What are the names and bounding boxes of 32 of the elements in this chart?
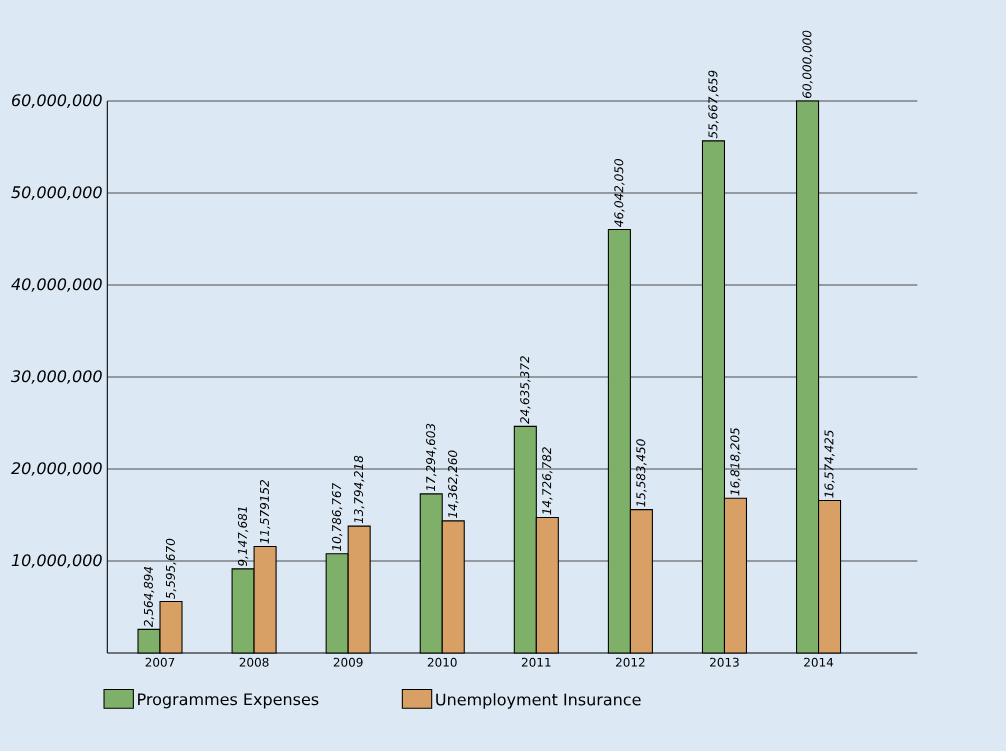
data-label: 13,794,218	[354, 455, 365, 524]
data-label: 60,000,000	[802, 30, 813, 98]
data-label: 16,574,425	[824, 430, 835, 498]
y-tick-label: 30,000,000	[11, 370, 102, 384]
y-tick-label: 20,000,000	[11, 462, 102, 476]
data-label: 5,595,670	[165, 538, 177, 600]
x-tick-label: 2014	[804, 657, 834, 667]
data-label: 15,583,450	[636, 439, 647, 507]
y-tick-label: 40,000,000	[11, 278, 102, 292]
x-tick-label: 2011	[521, 657, 551, 667]
x-tick-label: 2010	[427, 657, 457, 667]
data-label: 24,635,372	[520, 356, 531, 425]
legend-label: Programmes Expenses	[138, 693, 319, 709]
x-tick-label: 2007	[145, 657, 175, 667]
data-label: 2,564,894	[143, 566, 155, 628]
data-label: 46,042,050	[614, 159, 625, 227]
x-tick-label: 2009	[333, 657, 363, 667]
y-tick-label: 10,000,000	[11, 554, 102, 568]
x-tick-label: 2012	[616, 657, 645, 667]
data-label: 16,818,205	[730, 427, 741, 496]
legend-label: Unemployment Insurance	[436, 693, 641, 709]
data-label: 55,667,659	[708, 70, 719, 139]
x-tick-label: 2013	[710, 657, 739, 667]
data-label: 14,726,782	[542, 447, 553, 515]
data-label: 9,147,681	[237, 507, 249, 567]
data-label: 10,786,767	[332, 482, 343, 551]
y-tick-label: 50,000,000	[11, 186, 102, 200]
y-tick-label: 60,000,000	[12, 94, 102, 108]
data-label: 11,579152	[259, 480, 271, 544]
data-label: 17,294,603	[426, 423, 437, 492]
x-tick-label: 2008	[239, 657, 269, 667]
data-label: 14,362,260	[448, 450, 459, 519]
